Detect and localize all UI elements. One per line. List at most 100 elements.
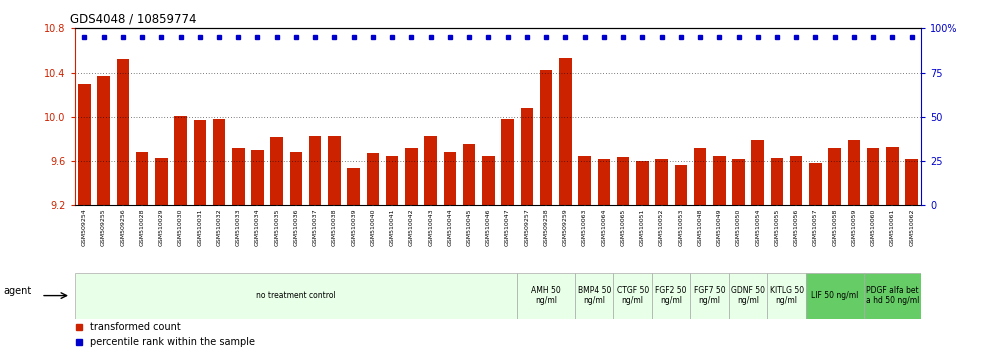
Bar xyxy=(309,136,322,205)
Text: GSM510029: GSM510029 xyxy=(158,209,163,246)
Text: GSM510060: GSM510060 xyxy=(871,209,875,246)
Bar xyxy=(540,70,553,205)
Text: GSM510036: GSM510036 xyxy=(294,209,299,246)
Bar xyxy=(732,159,745,205)
Text: transformed count: transformed count xyxy=(90,321,180,332)
Text: GSM510064: GSM510064 xyxy=(602,209,607,246)
Text: GSM510055: GSM510055 xyxy=(775,209,780,246)
Text: GSM509254: GSM509254 xyxy=(82,209,87,246)
Text: GSM510046: GSM510046 xyxy=(486,209,491,246)
Text: GSM510052: GSM510052 xyxy=(659,209,664,246)
Text: GSM509259: GSM509259 xyxy=(563,209,568,246)
Bar xyxy=(517,273,575,319)
Text: CTGF 50
ng/ml: CTGF 50 ng/ml xyxy=(617,286,648,305)
Bar xyxy=(193,120,206,205)
Bar xyxy=(251,150,264,205)
Text: GSM510054: GSM510054 xyxy=(755,209,760,246)
Bar xyxy=(864,273,921,319)
Text: GSM510035: GSM510035 xyxy=(274,209,279,246)
Bar xyxy=(617,156,629,205)
Bar xyxy=(405,148,417,205)
Text: GSM510032: GSM510032 xyxy=(216,209,221,246)
Text: GDNF 50
ng/ml: GDNF 50 ng/ml xyxy=(731,286,765,305)
Text: GSM510037: GSM510037 xyxy=(313,209,318,246)
Bar xyxy=(348,168,360,205)
Bar xyxy=(501,119,514,205)
Bar xyxy=(174,116,187,205)
Bar xyxy=(790,155,803,205)
Text: GSM510062: GSM510062 xyxy=(909,209,914,246)
Text: GSM510033: GSM510033 xyxy=(236,209,241,246)
Text: LIF 50 ng/ml: LIF 50 ng/ml xyxy=(811,291,859,300)
Text: no treatment control: no treatment control xyxy=(256,291,336,300)
Text: GSM510048: GSM510048 xyxy=(697,209,702,246)
Text: AMH 50
ng/ml: AMH 50 ng/ml xyxy=(531,286,561,305)
Text: GDS4048 / 10859774: GDS4048 / 10859774 xyxy=(71,13,197,26)
Bar xyxy=(385,155,398,205)
Text: GSM510030: GSM510030 xyxy=(178,209,183,246)
Text: GSM509256: GSM509256 xyxy=(121,209,125,246)
Bar xyxy=(213,119,225,205)
Text: GSM510040: GSM510040 xyxy=(371,209,375,246)
Bar xyxy=(806,273,864,319)
Bar xyxy=(117,59,129,205)
Bar xyxy=(614,273,652,319)
Text: GSM510053: GSM510053 xyxy=(678,209,683,246)
Bar xyxy=(367,153,379,205)
Text: GSM510042: GSM510042 xyxy=(409,209,414,246)
Bar xyxy=(98,76,110,205)
Bar xyxy=(575,273,614,319)
Bar xyxy=(729,273,767,319)
Bar xyxy=(232,148,244,205)
Text: KITLG 50
ng/ml: KITLG 50 ng/ml xyxy=(770,286,804,305)
Bar xyxy=(694,148,706,205)
Bar xyxy=(329,136,341,205)
Bar xyxy=(271,137,283,205)
Text: GSM509258: GSM509258 xyxy=(544,209,549,246)
Bar xyxy=(752,140,764,205)
Bar xyxy=(155,158,167,205)
Text: GSM510039: GSM510039 xyxy=(352,209,357,246)
Bar xyxy=(78,84,91,205)
Text: GSM509255: GSM509255 xyxy=(101,209,106,246)
Text: GSM510061: GSM510061 xyxy=(890,209,895,246)
Bar xyxy=(674,165,687,205)
Text: GSM510045: GSM510045 xyxy=(467,209,472,246)
Bar xyxy=(905,159,918,205)
Text: GSM510049: GSM510049 xyxy=(717,209,722,246)
Text: GSM510038: GSM510038 xyxy=(332,209,337,246)
Bar xyxy=(829,148,841,205)
Text: GSM510056: GSM510056 xyxy=(794,209,799,246)
Text: GSM510063: GSM510063 xyxy=(582,209,587,246)
Bar xyxy=(771,158,783,205)
Text: GSM510065: GSM510065 xyxy=(621,209,625,246)
Text: GSM510044: GSM510044 xyxy=(447,209,452,246)
Bar xyxy=(886,147,898,205)
Bar xyxy=(290,152,302,205)
Text: GSM510047: GSM510047 xyxy=(505,209,510,246)
Bar xyxy=(655,159,667,205)
Text: GSM510057: GSM510057 xyxy=(813,209,818,246)
Bar xyxy=(598,159,611,205)
Bar xyxy=(579,155,591,205)
Bar xyxy=(713,155,725,205)
Bar xyxy=(424,136,437,205)
Bar xyxy=(75,273,517,319)
Bar xyxy=(463,144,475,205)
Text: FGF7 50
ng/ml: FGF7 50 ng/ml xyxy=(694,286,725,305)
Text: GSM510050: GSM510050 xyxy=(736,209,741,246)
Bar xyxy=(652,273,690,319)
Bar xyxy=(443,152,456,205)
Text: GSM510028: GSM510028 xyxy=(139,209,144,246)
Text: GSM510058: GSM510058 xyxy=(833,209,838,246)
Text: BMP4 50
ng/ml: BMP4 50 ng/ml xyxy=(578,286,611,305)
Bar xyxy=(848,140,861,205)
Bar xyxy=(135,152,148,205)
Text: percentile rank within the sample: percentile rank within the sample xyxy=(90,337,255,348)
Bar xyxy=(767,273,806,319)
Bar xyxy=(559,58,572,205)
Text: GSM510031: GSM510031 xyxy=(197,209,202,246)
Bar xyxy=(809,163,822,205)
Text: GSM510059: GSM510059 xyxy=(852,209,857,246)
Text: FGF2 50
ng/ml: FGF2 50 ng/ml xyxy=(655,286,687,305)
